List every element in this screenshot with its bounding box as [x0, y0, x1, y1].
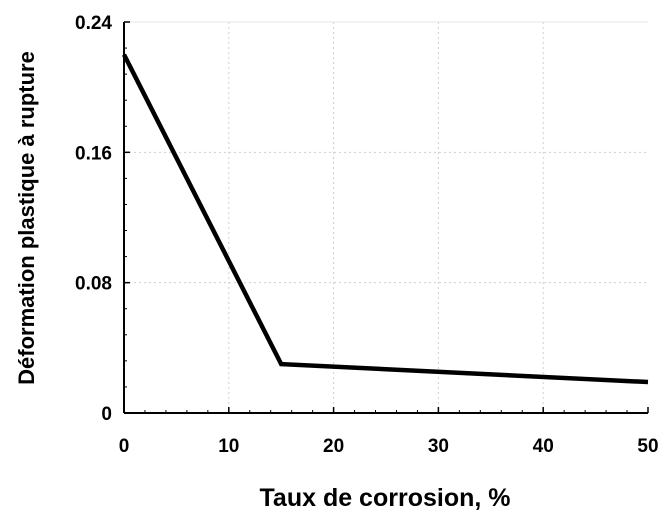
y-tick-label-1: 0.08 — [75, 274, 112, 295]
y-tick-label-0: 0 — [101, 404, 112, 425]
x-tick-label-1: 10 — [218, 436, 239, 457]
y-axis-title: Déformation plastique à rupture — [14, 51, 39, 385]
grid — [124, 22, 648, 413]
tick-labels: 0 10 20 30 40 50 0 0.08 0.16 0.24 — [75, 13, 659, 457]
x-tick-label-2: 20 — [323, 436, 344, 457]
x-tick-label-0: 0 — [119, 436, 130, 457]
axes — [124, 22, 648, 413]
y-tick-label-3: 0.24 — [75, 13, 112, 34]
series-group — [124, 55, 648, 382]
x-tick-label-3: 30 — [428, 436, 449, 457]
x-axis-title: Taux de corrosion, % — [260, 484, 511, 512]
x-tick-label-5: 50 — [637, 436, 658, 457]
ticks — [124, 22, 648, 413]
series-line-0 — [124, 55, 648, 382]
y-tick-label-2: 0.16 — [75, 143, 112, 164]
x-tick-label-4: 40 — [533, 436, 554, 457]
